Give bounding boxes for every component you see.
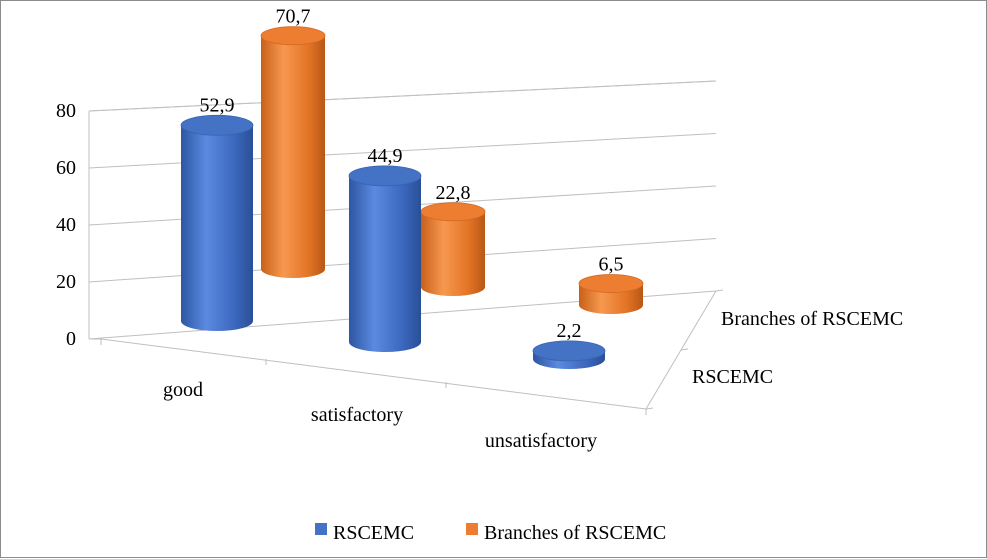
y-tick-label: 0: [66, 328, 76, 350]
bar: [420, 202, 486, 296]
depth-tick: [645, 407, 654, 410]
y-tick-label: 60: [56, 157, 76, 179]
bar: [578, 274, 644, 314]
x-tick-label: unsatisfactory: [485, 430, 597, 452]
legend-swatch-rscemc: [315, 523, 327, 535]
data-label: 70,7: [276, 6, 311, 28]
depth-tick-label: RSCEMC: [692, 366, 773, 388]
top-edge: [88, 80, 717, 112]
x-tick-label: good: [163, 379, 203, 401]
depth-tick: [715, 289, 724, 292]
x-tick-label: satisfactory: [311, 404, 403, 426]
legend: RSCEMC Branches of RSCEMC: [315, 522, 666, 544]
y-tick-label: 20: [56, 271, 76, 293]
y-tick-label: 80: [56, 100, 76, 122]
bar: [260, 26, 326, 278]
legend-label-rscemc: RSCEMC: [333, 522, 414, 544]
x-axis: [100, 338, 647, 410]
bar: [180, 114, 254, 332]
legend-swatch-branches: [466, 523, 478, 535]
bar: [348, 165, 422, 352]
depth-tick-label: Branches of RSCEMC: [721, 308, 903, 330]
bar: [532, 340, 606, 369]
depth-tick: [680, 348, 689, 351]
data-label: 52,9: [200, 94, 235, 116]
data-label: 6,5: [599, 254, 624, 276]
y-tick-label: 40: [56, 214, 76, 236]
legend-label-branches: Branches of RSCEMC: [484, 522, 666, 544]
data-label: 22,8: [436, 182, 471, 204]
data-label: 44,9: [368, 145, 403, 167]
data-label: 2,2: [557, 320, 582, 342]
